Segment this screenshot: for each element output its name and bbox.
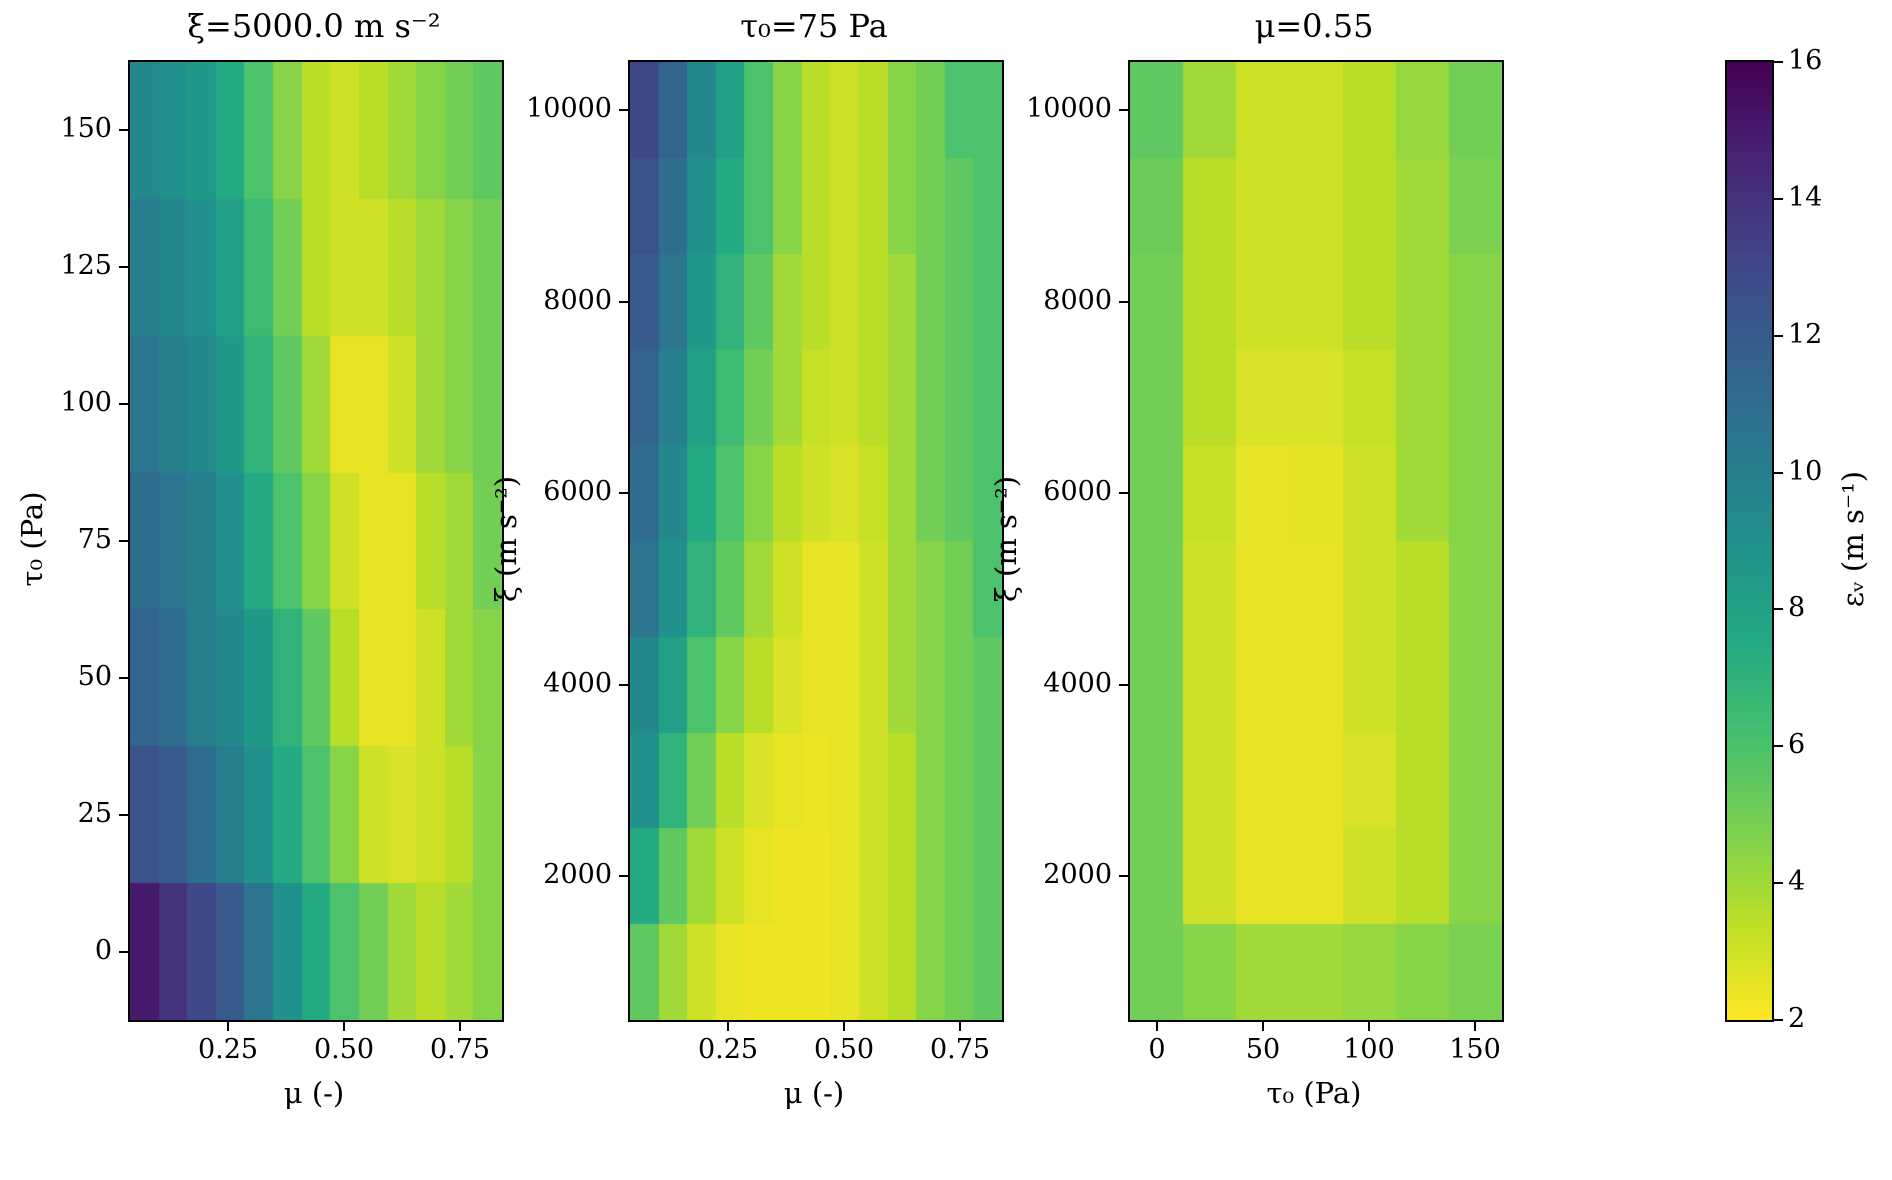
colorbar-tick-mark (1774, 608, 1783, 610)
panel-2-heatmap-canvas (630, 62, 1002, 1020)
y-tick-label: 10000 (1026, 93, 1112, 124)
y-tick-label: 25 (77, 798, 112, 829)
y-tick-mark (1119, 875, 1128, 877)
y-tick-label: 0 (94, 935, 112, 966)
x-tick-label: 150 (1449, 1034, 1501, 1065)
y-tick-mark (1119, 109, 1128, 111)
colorbar-tick-label: 6 (1788, 729, 1806, 760)
x-tick-mark (1368, 1022, 1370, 1031)
colorbar-gradient: 2 4 6 8 10 12 14 16 (1725, 45, 1822, 1034)
colorbar-tick-mark (1774, 335, 1783, 337)
y-tick-mark (1119, 684, 1128, 686)
colorbar-tick-mark (1774, 472, 1783, 474)
y-tick-mark (619, 875, 628, 877)
x-tick-label: 100 (1343, 1034, 1395, 1065)
x-tick-mark (343, 1022, 345, 1031)
panel-2-x-axis-label: μ (-) (783, 1076, 845, 1110)
y-tick-mark (119, 814, 128, 816)
y-tick-label: 6000 (1043, 476, 1112, 507)
panel-1-x-axis-label: μ (-) (283, 1076, 345, 1110)
colorbar-tick-mark (1774, 745, 1783, 747)
y-tick-label: 4000 (543, 668, 612, 699)
y-tick-mark (619, 109, 628, 111)
colorbar-tick-label: 4 (1788, 866, 1806, 897)
x-tick-label: 0.50 (313, 1034, 375, 1065)
colorbar-canvas (1727, 62, 1772, 1020)
panel-1-heatmap-canvas (130, 62, 502, 1020)
y-tick-label: 2000 (543, 859, 612, 890)
colorbar: 2 4 6 8 10 12 14 16 εᵥ (m s⁻¹) (1725, 45, 1870, 1034)
x-tick-label: 0.75 (429, 1034, 491, 1065)
colorbar-tick-mark (1774, 882, 1783, 884)
x-tick-mark (1262, 1022, 1264, 1031)
panel-3-heatmap-canvas (1130, 62, 1502, 1020)
panel-3-plot-area: 0 50 100 150 2000 4000 6000 8000 10000 (1026, 60, 1504, 1065)
x-tick-mark (227, 1022, 229, 1031)
y-tick-label: 8000 (1043, 285, 1112, 316)
x-tick-mark (727, 1022, 729, 1031)
y-tick-mark (119, 677, 128, 679)
x-tick-label: 0.50 (813, 1034, 875, 1065)
y-tick-mark (619, 492, 628, 494)
heatmap-panel-1: ξ=5000.0 m s⁻² 0.25 0.50 0.75 0 25 50 75 100 125… (15, 8, 504, 1110)
y-tick-mark (619, 684, 628, 686)
panel-3-x-axis-label: τ₀ (Pa) (1266, 1076, 1362, 1110)
panel-1-y-axis-label: τ₀ (Pa) (15, 491, 49, 587)
y-tick-label: 4000 (1043, 668, 1112, 699)
x-tick-label: 0.75 (929, 1034, 991, 1065)
y-tick-mark (119, 951, 128, 953)
colorbar-tick-label: 2 (1788, 1003, 1806, 1034)
y-tick-label: 6000 (543, 476, 612, 507)
x-tick-mark (843, 1022, 845, 1031)
colorbar-tick-label: 14 (1788, 182, 1823, 213)
y-tick-label: 125 (60, 250, 112, 281)
y-tick-mark (1119, 492, 1128, 494)
y-tick-label: 100 (60, 387, 112, 418)
colorbar-tick-mark (1774, 1019, 1783, 1021)
y-tick-mark (119, 540, 128, 542)
y-tick-label: 10000 (526, 93, 612, 124)
x-tick-label: 0.25 (697, 1034, 759, 1065)
y-tick-label: 2000 (1043, 859, 1112, 890)
y-tick-label: 50 (77, 661, 112, 692)
y-tick-mark (119, 266, 128, 268)
panel-1-plot-area: 0.25 0.50 0.75 0 25 50 75 100 125 150 (60, 60, 504, 1065)
colorbar-tick-mark (1774, 198, 1783, 200)
panel-2-y-axis-label: ξ (m s⁻²) (489, 475, 523, 603)
y-tick-label: 150 (60, 113, 112, 144)
x-tick-label: 50 (1245, 1034, 1281, 1065)
panel-2-plot-area: 0.25 0.50 0.75 2000 4000 6000 8000 10000 (526, 60, 1004, 1065)
panel-1-title: ξ=5000.0 m s⁻² (187, 7, 441, 45)
panel-3-title: μ=0.55 (1254, 7, 1374, 45)
x-tick-mark (959, 1022, 961, 1031)
x-tick-mark (1474, 1022, 1476, 1031)
colorbar-tick-mark (1774, 61, 1783, 63)
panel-3-y-axis-label: ξ (m s⁻²) (989, 475, 1023, 603)
y-tick-mark (1119, 301, 1128, 303)
x-tick-mark (459, 1022, 461, 1031)
y-tick-label: 75 (77, 524, 112, 555)
panel-2-title: τ₀=75 Pa (740, 7, 888, 45)
colorbar-label: εᵥ (m s⁻¹) (1836, 470, 1870, 608)
heatmap-panel-3: μ=0.55 0 50 100 150 2000 4000 6000 8000 10000 τ₀… (989, 8, 1504, 1110)
y-tick-label: 8000 (543, 285, 612, 316)
y-tick-mark (119, 129, 128, 131)
x-tick-mark (1156, 1022, 1158, 1031)
heatmap-panel-2: τ₀=75 Pa 0.25 0.50 0.75 2000 4000 6000 8000 100… (489, 8, 1004, 1110)
colorbar-tick-label: 12 (1788, 319, 1823, 350)
x-tick-label: 0.25 (197, 1034, 259, 1065)
colorbar-tick-label: 10 (1788, 456, 1823, 487)
colorbar-tick-label: 16 (1788, 45, 1823, 76)
y-tick-mark (619, 301, 628, 303)
x-tick-label: 0 (1148, 1034, 1166, 1065)
y-tick-mark (119, 403, 128, 405)
colorbar-tick-label: 8 (1788, 592, 1806, 623)
